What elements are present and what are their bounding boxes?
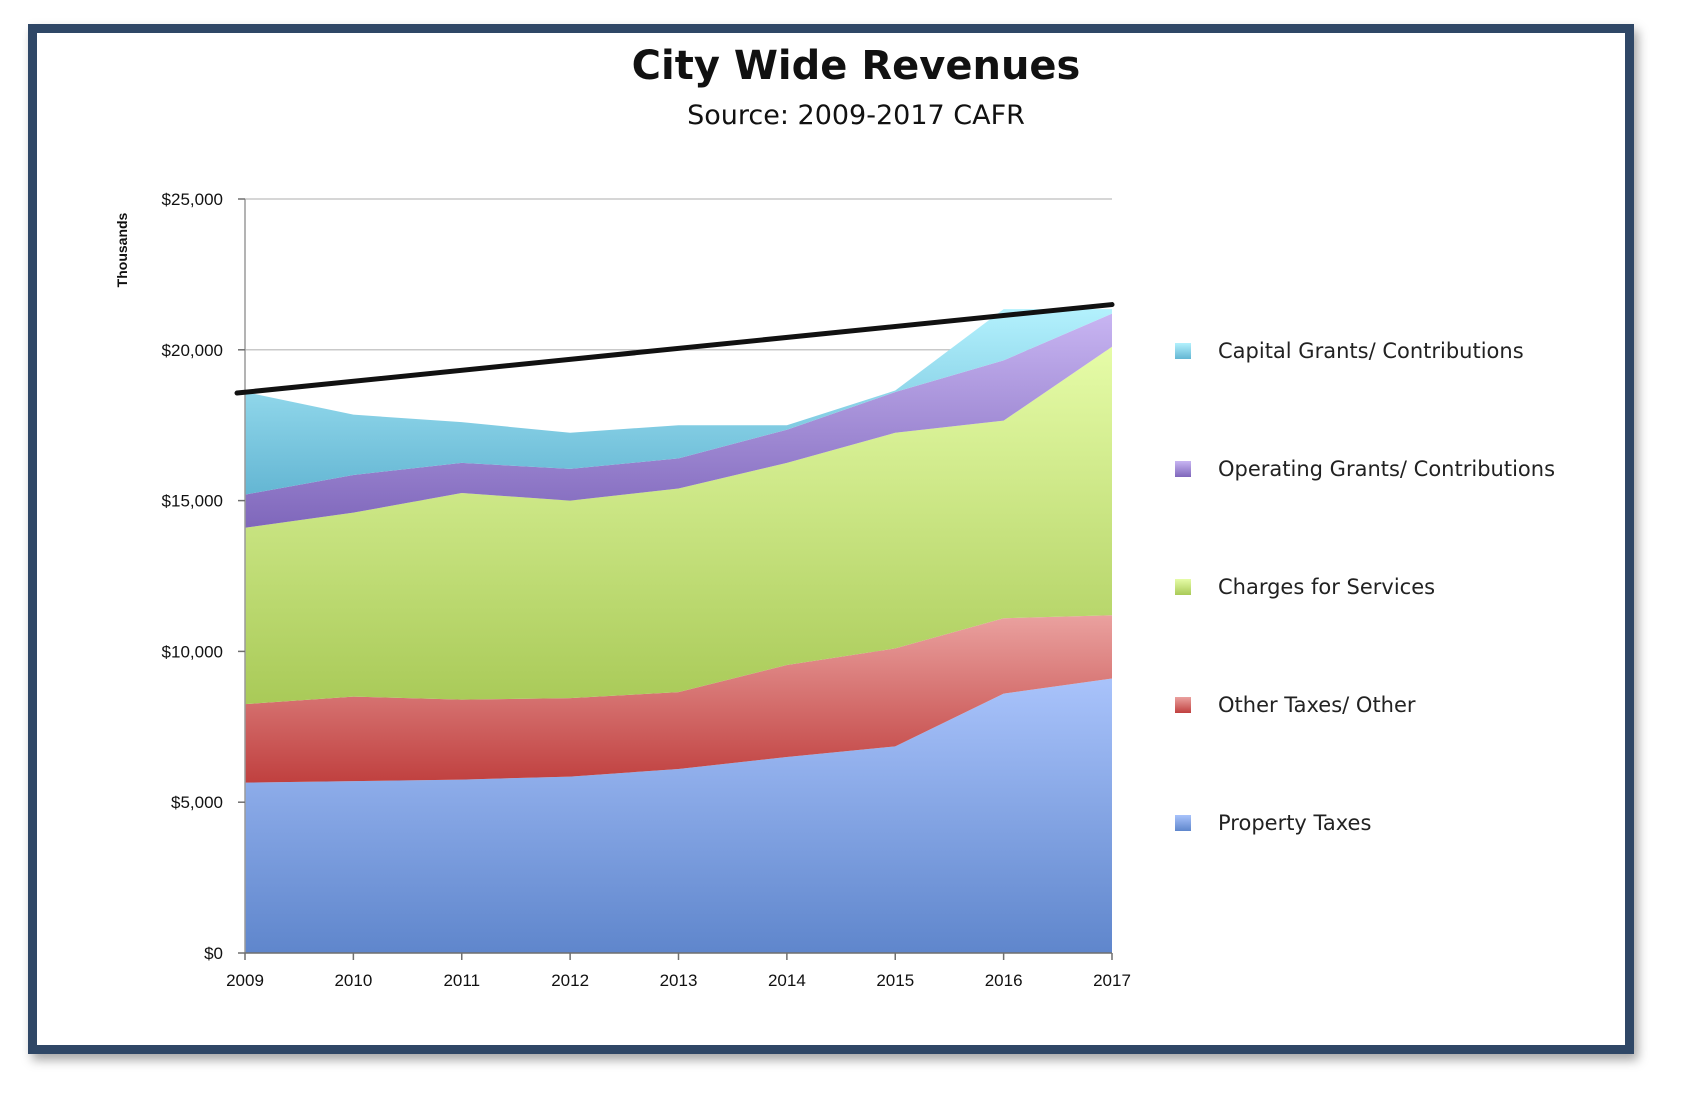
x-tick-label: 2013	[660, 971, 698, 990]
legend-label: Capital Grants/ Contributions	[1218, 339, 1524, 363]
x-tick-label: 2012	[551, 971, 589, 990]
area-capital-grants-contributions	[245, 309, 1112, 495]
legend-label: Operating Grants/ Contributions	[1218, 457, 1555, 481]
area-operating-grants-contributions	[245, 313, 1112, 528]
legend-label: Property Taxes	[1218, 811, 1371, 835]
x-tick-label: 2014	[768, 971, 806, 990]
chart-subtitle: Source: 2009-2017 CAFR	[687, 100, 1025, 131]
y-tick-labels: $0 $5,000 $10,000 $15,000 $20,000 $25,000	[162, 190, 223, 963]
legend: Capital Grants/ Contributions Operating G…	[1175, 339, 1555, 835]
x-tick-label: 2015	[876, 971, 914, 990]
legend-swatch	[1175, 579, 1191, 595]
y-tick-label: $15,000	[162, 492, 223, 511]
legend-swatch	[1175, 343, 1191, 359]
trend-line	[234, 302, 1115, 396]
legend-label: Charges for Services	[1218, 575, 1435, 599]
legend-swatch	[1175, 815, 1191, 831]
x-tick-labels: 2009 2010 2011 2012 2013 2014 2015 2016 2017	[226, 971, 1131, 990]
x-tick-label: 2016	[985, 971, 1023, 990]
y-tick-label: $0	[204, 944, 223, 963]
axes	[238, 198, 1113, 960]
legend-swatch	[1175, 697, 1191, 713]
trend-layer	[234, 302, 1115, 396]
x-tick-label: 2011	[443, 971, 480, 990]
legend-swatch	[1175, 461, 1191, 477]
legend-label: Other Taxes/ Other	[1218, 693, 1416, 717]
x-tick-label: 2017	[1093, 971, 1131, 990]
y-tick-label: $25,000	[162, 190, 223, 209]
area-other-taxes-other	[245, 615, 1112, 783]
area-charges-for-services	[245, 346, 1112, 705]
x-tick-label: 2009	[226, 971, 264, 990]
y-axis-label: Thousands	[114, 212, 130, 287]
y-tick-label: $20,000	[162, 341, 223, 360]
y-tick-label: $10,000	[162, 642, 223, 661]
chart-title: City Wide Revenues	[632, 43, 1081, 89]
x-tick-label: 2010	[334, 971, 372, 990]
y-tick-label: $5,000	[171, 793, 223, 812]
stacked-areas	[245, 309, 1112, 953]
area-property-taxes	[245, 678, 1112, 953]
